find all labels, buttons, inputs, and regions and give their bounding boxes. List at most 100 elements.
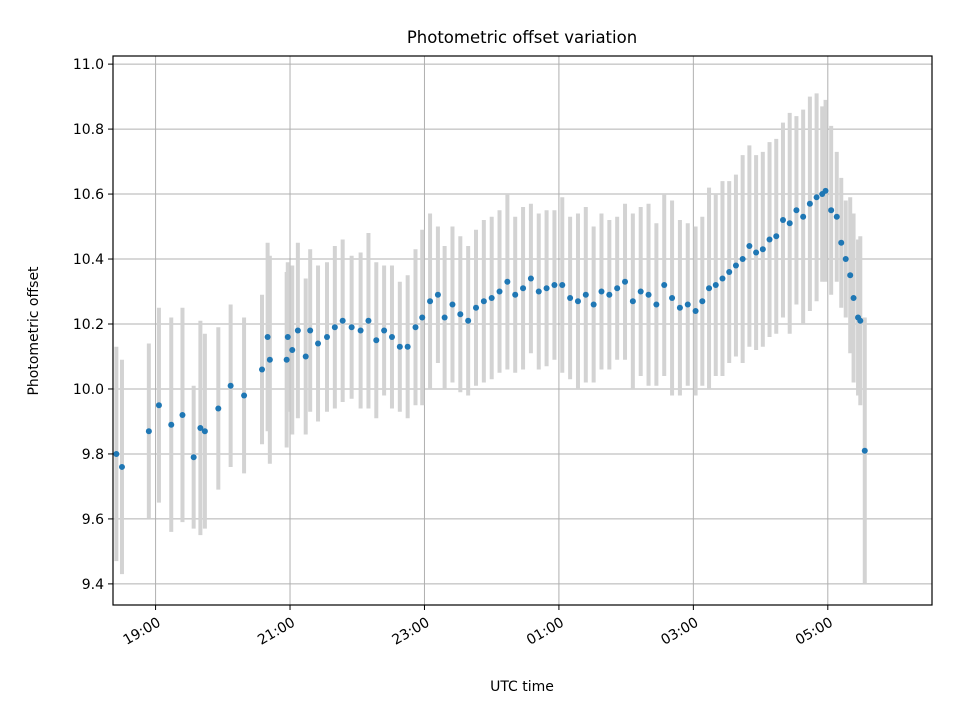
data-point (535, 288, 542, 295)
data-point (259, 366, 266, 373)
data-point (441, 314, 448, 321)
data-point (857, 317, 864, 324)
data-point (753, 249, 760, 256)
data-point (598, 288, 605, 295)
data-point (473, 304, 480, 311)
y-tick-label: 9.6 (82, 512, 104, 528)
data-point (323, 333, 330, 340)
data-point (706, 285, 713, 292)
data-point (543, 285, 550, 292)
data-point (201, 428, 208, 435)
data-point (739, 256, 746, 263)
y-tick-label: 10.6 (73, 187, 104, 203)
data-point (732, 262, 739, 269)
data-point (339, 317, 346, 324)
data-point (726, 269, 733, 276)
data-point (838, 239, 845, 246)
data-point (504, 278, 511, 285)
y-tick-label: 11.0 (73, 57, 104, 73)
data-point (828, 207, 835, 214)
data-point (800, 213, 807, 220)
data-point (773, 233, 780, 240)
data-point (759, 246, 766, 253)
data-point (850, 295, 857, 302)
y-tick-label: 9.4 (82, 577, 104, 593)
data-point (427, 298, 434, 305)
data-point (520, 285, 527, 292)
data-point (419, 314, 426, 321)
data-point (551, 282, 558, 289)
data-point (512, 291, 519, 298)
y-axis-label: Photometric offset (26, 266, 42, 396)
data-point (307, 327, 314, 334)
data-point (145, 428, 152, 435)
data-point (496, 288, 503, 295)
data-point (719, 275, 726, 282)
data-point (676, 304, 683, 311)
data-point (861, 447, 868, 454)
data-point (606, 291, 613, 298)
x-axis-label: UTC time (490, 679, 554, 695)
data-point (197, 424, 204, 431)
data-point (847, 272, 854, 279)
y-tick-label: 10.2 (73, 317, 104, 333)
data-point (793, 207, 800, 214)
data-point (779, 217, 786, 224)
data-point (113, 450, 120, 457)
data-point (614, 285, 621, 292)
data-point (434, 291, 441, 298)
data-point (227, 382, 234, 389)
data-point (373, 337, 380, 344)
data-point (637, 288, 644, 295)
data-point (155, 402, 162, 409)
data-point (567, 295, 574, 302)
data-point (404, 343, 411, 350)
data-point (766, 236, 773, 243)
data-point (574, 298, 581, 305)
data-point (813, 194, 820, 201)
data-point (289, 346, 296, 353)
data-point (118, 463, 125, 470)
y-tick-label: 10.0 (73, 382, 104, 398)
data-point (315, 340, 322, 347)
data-point (331, 324, 338, 331)
data-point (266, 356, 273, 363)
data-point (388, 333, 395, 340)
data-point (822, 187, 829, 194)
data-point (357, 327, 364, 334)
data-point (582, 291, 589, 298)
chart-title: Photometric offset variation (407, 28, 637, 47)
y-tick-label: 9.8 (82, 447, 104, 463)
data-point (179, 411, 186, 418)
data-point (559, 282, 566, 289)
y-tick-label: 10.8 (73, 122, 104, 138)
y-tick-label: 10.4 (73, 252, 104, 268)
data-point (381, 327, 388, 334)
plot-frame (112, 55, 933, 606)
data-point (746, 243, 753, 250)
data-point (215, 405, 222, 412)
data-point (842, 256, 849, 263)
data-point (645, 291, 652, 298)
data-point (412, 324, 419, 331)
data-point (669, 295, 676, 302)
data-point (457, 311, 464, 318)
data-point (833, 213, 840, 220)
data-point (712, 282, 719, 289)
data-point (653, 301, 660, 308)
data-point (480, 298, 487, 305)
data-point (168, 421, 175, 428)
data-point (699, 298, 706, 305)
data-point (786, 220, 793, 227)
data-point (283, 356, 290, 363)
data-point (661, 282, 668, 289)
data-point (365, 317, 372, 324)
data-point (684, 301, 691, 308)
data-point (449, 301, 456, 308)
data-point (302, 353, 309, 360)
data-point (348, 324, 355, 331)
point-layer (113, 187, 868, 470)
data-point (622, 278, 629, 285)
